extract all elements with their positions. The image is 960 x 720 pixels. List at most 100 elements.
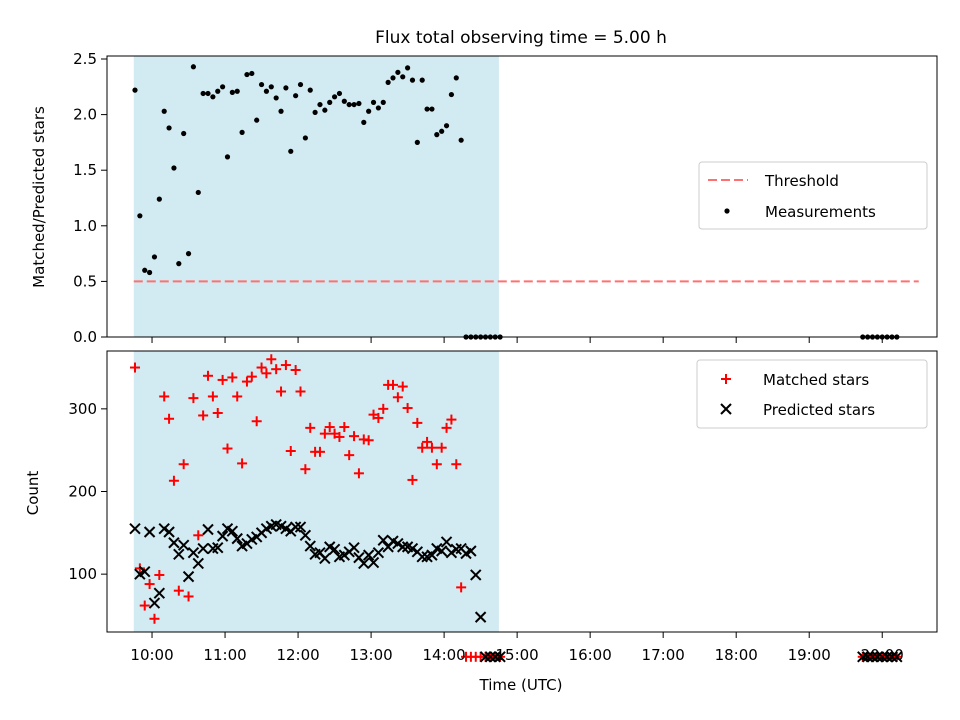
measurement-point [210, 94, 216, 100]
matched-star-point [305, 422, 316, 433]
matched-star-point [251, 416, 262, 427]
matched-star-point [183, 591, 194, 602]
measurement-point [185, 251, 192, 257]
measurement-point [414, 139, 420, 145]
predicted-star-point [192, 557, 204, 570]
predicted-star-point [474, 611, 487, 623]
bottom-x-ticks: 10:00 11:00 12:00 13:00 14:00 15:00 16:00 17:00… [130, 632, 904, 664]
measurement-point [302, 135, 308, 141]
legend-threshold-label: Threshold [764, 172, 839, 190]
predicted-star-point [168, 537, 180, 549]
matched-star-point [422, 436, 433, 447]
matched-star-point [256, 362, 267, 373]
x-tick-label: 20:00 [861, 646, 904, 664]
predicted-star-point [876, 651, 888, 663]
measurement-point [453, 75, 459, 81]
measurement-point [293, 93, 299, 99]
x-axis-label: Time (UTC) [479, 676, 563, 694]
measurement-point [200, 90, 206, 97]
matched-star-point [300, 464, 311, 475]
predicted-star-point [226, 525, 239, 537]
legend-measurements-swatch [724, 208, 730, 214]
matched-star-point [451, 459, 462, 470]
matched-star-point [431, 459, 442, 470]
matched-star-point [193, 530, 204, 541]
matched-star-point [154, 569, 165, 580]
measurement-point [424, 106, 430, 112]
matched-star-point [164, 413, 175, 424]
matched-star-point [426, 442, 437, 453]
x-tick-label: 10:00 [130, 646, 173, 664]
matched-star-point [212, 407, 223, 418]
predicted-star-point [304, 540, 316, 552]
matched-star-point [402, 403, 413, 414]
matched-star-point [198, 410, 209, 421]
measurement-point [380, 99, 386, 105]
bottom-y-ticks: 100 200 300 [68, 400, 107, 583]
x-tick-label: 16:00 [569, 646, 612, 664]
x-tick-label: 12:00 [276, 646, 319, 664]
measurement-point [405, 65, 411, 71]
measurement-point [331, 94, 338, 100]
matched-star-point [344, 450, 355, 461]
bottom-shaded-span [133, 351, 499, 632]
predicted-star-point [148, 597, 161, 609]
matched-star-point [436, 442, 447, 453]
measurement-point [317, 101, 323, 108]
measurement-point [258, 81, 265, 88]
y-tick-label: 1.5 [73, 161, 97, 179]
measurement-point [390, 75, 396, 81]
measurement-point [307, 87, 313, 93]
matched-star-point [149, 613, 160, 624]
legend-matched-label: Matched stars [763, 371, 869, 389]
matched-star-point [319, 428, 330, 439]
measurement-point [439, 128, 445, 134]
matched-star-point [173, 585, 184, 596]
measurement-point [351, 101, 357, 108]
measurement-point [229, 89, 235, 95]
predicted-star-point [358, 557, 370, 570]
top-y-axis-label: Matched/Predicted stars [30, 106, 48, 288]
matched-stars-series [129, 354, 902, 662]
matched-star-point [285, 446, 296, 457]
measurement-point [181, 130, 187, 137]
matched-star-point [222, 443, 233, 454]
predicted-star-point [861, 651, 874, 663]
matched-star-point [392, 392, 403, 403]
y-tick-label: 1.0 [73, 217, 97, 235]
top-panel: 0.0 0.5 1.0 1.5 2.0 2.5 Matched/Predicted sta… [30, 50, 938, 346]
matched-star-point [334, 431, 345, 442]
measurement-point [234, 88, 240, 94]
measurement-point [341, 98, 347, 104]
measurement-point [375, 105, 381, 111]
matched-star-point [373, 412, 384, 423]
matched-star-point [188, 393, 199, 404]
measurement-point [385, 79, 391, 85]
matched-star-point [363, 435, 374, 446]
predicted-star-point [212, 541, 224, 554]
predicted-star-point [886, 651, 898, 663]
predicted-star-point [319, 552, 331, 565]
matched-star-point [227, 372, 238, 383]
measurement-point [137, 213, 143, 219]
legend-measurements-label: Measurements [765, 203, 876, 221]
measurement-point [166, 125, 172, 131]
measurement-point [366, 108, 372, 114]
predicted-star-point [479, 651, 492, 663]
predicted-star-point [489, 651, 501, 663]
matched-star-point [246, 371, 257, 382]
legend-matched-swatch [721, 374, 731, 384]
predicted-star-point [445, 546, 458, 559]
matched-star-point [261, 368, 272, 379]
matched-star-point [314, 446, 325, 457]
measurement-point [156, 196, 162, 202]
measurement-point [395, 69, 401, 75]
predicted-star-point [367, 556, 380, 569]
predicted-star-point [484, 651, 497, 663]
measurement-point [429, 106, 435, 112]
x-tick-label: 15:00 [496, 646, 539, 664]
measurement-point [273, 95, 279, 101]
matched-star-point [456, 582, 467, 593]
measurement-point [132, 87, 138, 93]
